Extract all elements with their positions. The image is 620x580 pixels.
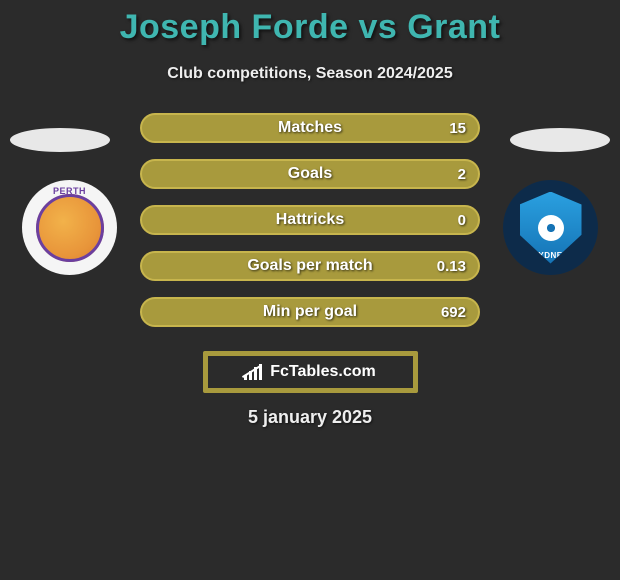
stat-bar-label: Hattricks [140, 211, 480, 229]
page-title: Joseph Forde vs Grant [0, 0, 620, 47]
stat-bar: Goals per match 0.13 [140, 251, 480, 281]
stat-bar-value: 0 [458, 212, 466, 229]
sunburst-icon [36, 194, 104, 262]
stat-bar: Matches 15 [140, 113, 480, 143]
bar-chart-icon [244, 364, 264, 380]
team-badge-right: YDNE [503, 180, 598, 275]
stat-bar-label: Goals [140, 165, 480, 183]
shield-icon: YDNE [520, 192, 582, 264]
soccer-ball-icon [538, 215, 564, 241]
stat-bar-label: Goals per match [140, 257, 480, 275]
stat-bar: Min per goal 692 [140, 297, 480, 327]
stat-bar: Hattricks 0 [140, 205, 480, 235]
stat-bar-value: 692 [441, 304, 466, 321]
brand-badge[interactable]: FcTables.com [203, 351, 418, 393]
stat-bar-label: Min per goal [140, 303, 480, 321]
player-left-oval [10, 128, 110, 152]
stat-bar: Goals 2 [140, 159, 480, 189]
date-text: 5 january 2025 [0, 407, 620, 428]
stat-bar-value: 15 [449, 120, 466, 137]
stat-bar-value: 0.13 [437, 258, 466, 275]
team-badge-right-label: YDNE [520, 251, 582, 260]
stat-bar-value: 2 [458, 166, 466, 183]
team-badge-left: PERTH [22, 180, 117, 275]
subtitle: Club competitions, Season 2024/2025 [0, 65, 620, 83]
player-right-oval [510, 128, 610, 152]
brand-text: FcTables.com [270, 363, 376, 381]
stat-bar-label: Matches [140, 119, 480, 137]
